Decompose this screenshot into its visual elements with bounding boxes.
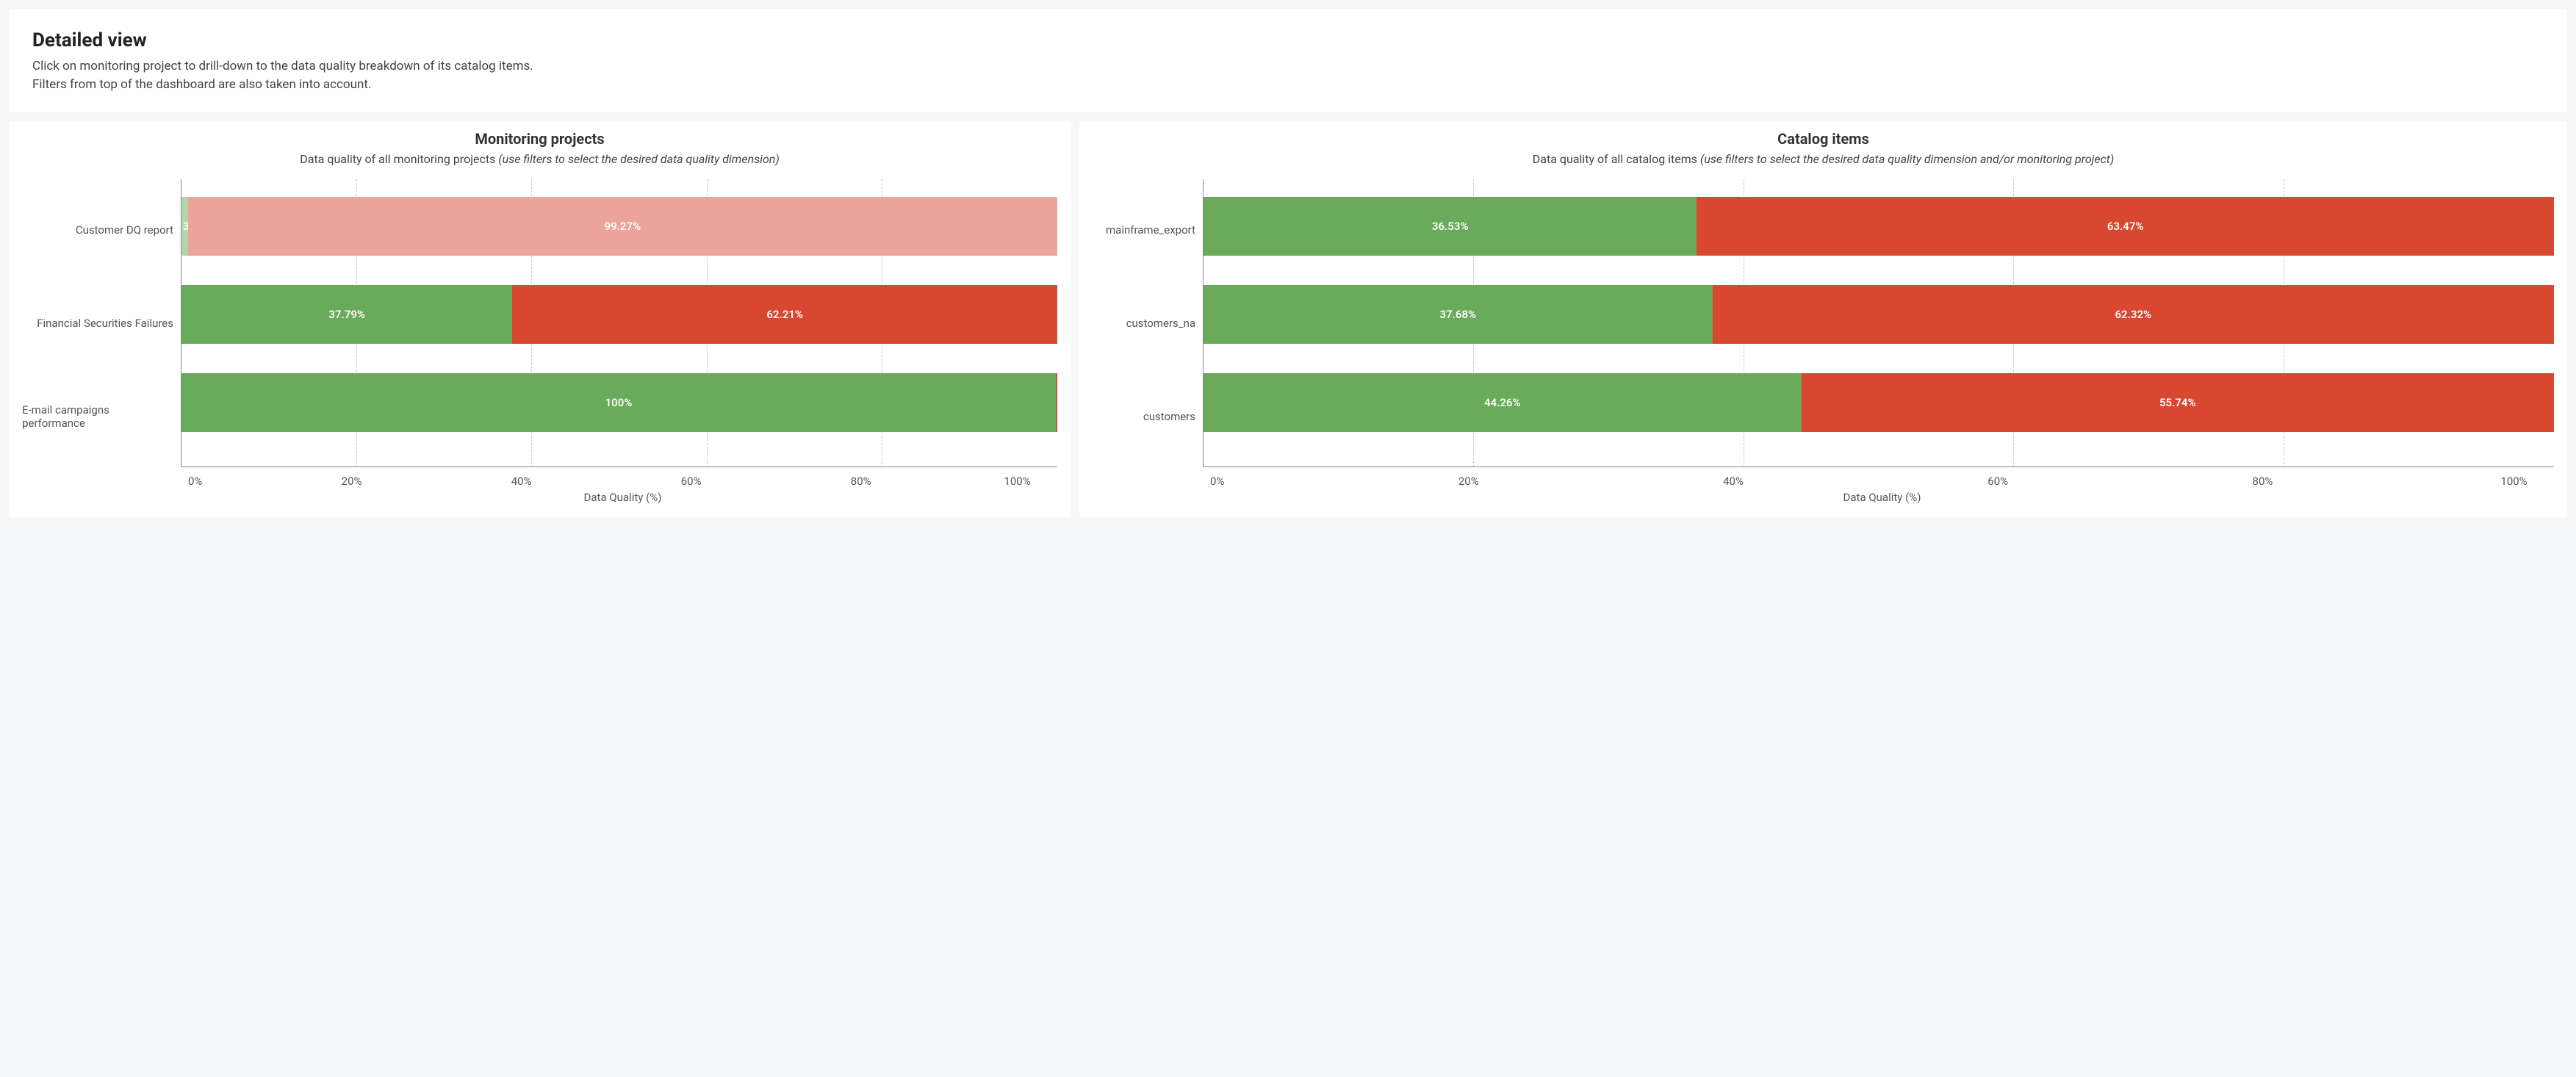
bar-segment-fail: 55.74% bbox=[1802, 373, 2554, 432]
x-axis-tick: 100% bbox=[1004, 475, 1030, 488]
x-axis-tick: 60% bbox=[1987, 475, 2008, 488]
panel-subtitle: Data quality of all catalog items (use f… bbox=[1093, 152, 2554, 166]
monitoring-projects-panel: Monitoring projects Data quality of all … bbox=[9, 121, 1071, 517]
x-axis-tick: 60% bbox=[681, 475, 702, 488]
chart-bar-row[interactable]: 100%0% bbox=[181, 373, 1057, 432]
bar-segment-fail: 99.27% bbox=[188, 197, 1057, 256]
panel-title: Catalog items bbox=[1093, 130, 2554, 148]
x-axis-tick: 80% bbox=[851, 475, 871, 488]
header-card: Detailed view Click on monitoring projec… bbox=[9, 9, 2567, 112]
x-axis-tick: 100% bbox=[2500, 475, 2527, 488]
x-axis: 0% 20% 40% 60% 80% 100% bbox=[22, 475, 1057, 488]
monitoring-projects-chart: Customer DQ report Financial Securities F… bbox=[22, 179, 1057, 504]
page-root: Detailed view Click on monitoring projec… bbox=[0, 0, 2576, 526]
x-axis-label: Data Quality (%) bbox=[188, 491, 1057, 504]
panels-row: Monitoring projects Data quality of all … bbox=[9, 121, 2567, 517]
bar-segment-pass: 44.26% bbox=[1204, 373, 1801, 432]
panel-subtitle-hint: (use filters to select the desired data … bbox=[1700, 152, 2114, 166]
x-axis-ticks: 0% 20% 40% 60% 80% 100% bbox=[1210, 475, 2554, 488]
x-axis-label: Data Quality (%) bbox=[1210, 491, 2554, 504]
x-axis-tick: 40% bbox=[511, 475, 532, 488]
page-title: Detailed view bbox=[32, 29, 2544, 51]
x-axis: 0% 20% 40% 60% 80% 100% bbox=[1093, 475, 2554, 488]
bar-segment-pass: 37.68% bbox=[1204, 285, 1713, 344]
bar-segment-fail: 62.32% bbox=[1713, 285, 2554, 344]
x-axis-ticks: 0% 20% 40% 60% 80% 100% bbox=[188, 475, 1057, 488]
chart-bar-row[interactable]: 36.53%63.47% bbox=[1204, 197, 2554, 256]
panel-subtitle-hint: (use filters to select the desired data … bbox=[498, 152, 779, 166]
bar-segment-fail: 62.21% bbox=[512, 285, 1057, 344]
bar-segment-fail: 63.47% bbox=[1697, 197, 2554, 256]
bar-segment-pass: 100% bbox=[181, 373, 1056, 432]
bar-segment-pass: 3% bbox=[181, 197, 188, 256]
x-axis-tick: 40% bbox=[1723, 475, 1744, 488]
y-axis-category-label: customers_na bbox=[1126, 294, 1195, 353]
bar-segment-fail: 0% bbox=[1056, 373, 1057, 432]
chart-bar-row[interactable]: 37.79%62.21% bbox=[181, 285, 1057, 344]
page-description-line2: Filters from top of the dashboard are al… bbox=[32, 77, 371, 92]
plot-area: 36.53%63.47% 37.68%62.32% 44.26%55.74% bbox=[1203, 179, 2554, 467]
y-axis-labels: Customer DQ report Financial Securities F… bbox=[22, 179, 181, 467]
bars-container: 36.53%63.47% 37.68%62.32% 44.26%55.74% bbox=[1204, 179, 2554, 467]
plot-area: 3%99.27% 37.79%62.21% 100%0% bbox=[181, 179, 1057, 467]
y-axis-category-label: E-mail campaigns performance bbox=[22, 387, 173, 446]
bar-segment-pass: 37.79% bbox=[181, 285, 512, 344]
page-description: Click on monitoring project to drill-dow… bbox=[32, 57, 2544, 93]
y-axis-labels: mainframe_export customers_na customers bbox=[1093, 179, 1203, 467]
x-axis-tick: 0% bbox=[1210, 475, 1224, 488]
x-axis-tick: 0% bbox=[188, 475, 202, 488]
panel-title: Monitoring projects bbox=[22, 130, 1057, 148]
panel-subtitle-plain: Data quality of all catalog items bbox=[1533, 152, 1700, 166]
y-axis-category-label: Financial Securities Failures bbox=[37, 294, 173, 353]
chart-bar-row[interactable]: 44.26%55.74% bbox=[1204, 373, 2554, 432]
bars-container: 3%99.27% 37.79%62.21% 100%0% bbox=[181, 179, 1057, 467]
y-axis-category-label: mainframe_export bbox=[1106, 201, 1195, 259]
catalog-items-panel: Catalog items Data quality of all catalo… bbox=[1079, 121, 2567, 517]
panel-subtitle: Data quality of all monitoring projects … bbox=[22, 152, 1057, 166]
catalog-items-chart: mainframe_export customers_na customers 36… bbox=[1093, 179, 2554, 504]
panel-subtitle-plain: Data quality of all monitoring projects bbox=[300, 152, 498, 166]
y-axis-category-label: customers bbox=[1143, 387, 1195, 446]
chart-bar-row[interactable]: 3%99.27% bbox=[181, 197, 1057, 256]
x-axis-tick: 20% bbox=[342, 475, 362, 488]
chart-bar-row[interactable]: 37.68%62.32% bbox=[1204, 285, 2554, 344]
x-axis-tick: 80% bbox=[2253, 475, 2273, 488]
bar-segment-pass: 36.53% bbox=[1204, 197, 1697, 256]
y-axis-category-label: Customer DQ report bbox=[76, 201, 173, 259]
x-axis-tick: 20% bbox=[1458, 475, 1479, 488]
page-description-line1: Click on monitoring project to drill-dow… bbox=[32, 59, 533, 73]
